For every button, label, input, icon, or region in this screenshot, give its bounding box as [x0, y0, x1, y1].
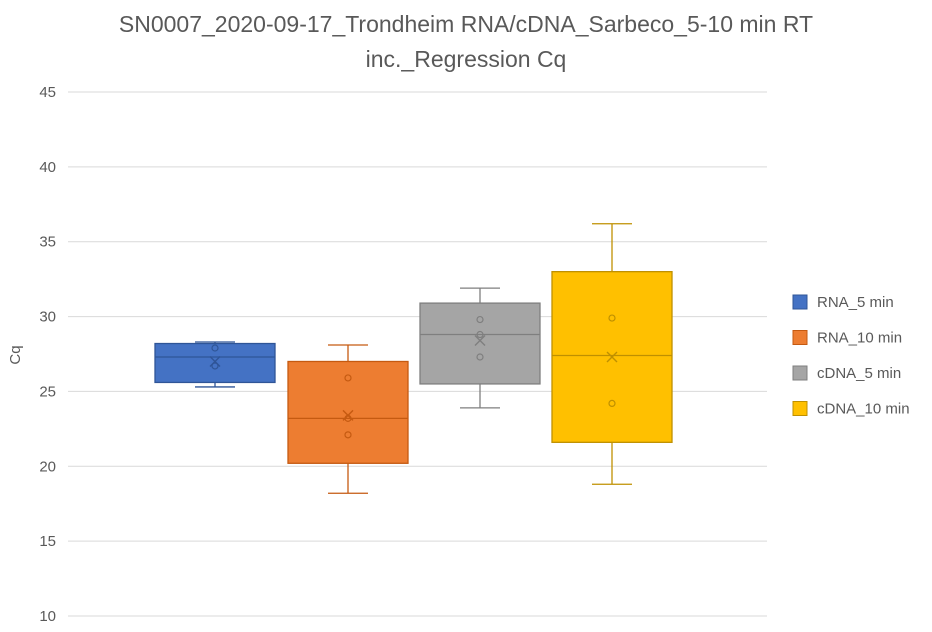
data-point-1 [476, 330, 484, 339]
y-tick-label-45: 45 [39, 84, 56, 101]
legend-swatch-cdna-10-min [792, 401, 808, 416]
data-point-0 [608, 314, 616, 322]
chart-title-line-2: inc._Regression Cq [365, 46, 567, 72]
box-cdna-10-min [551, 223, 673, 485]
y-tick-label-30: 30 [39, 309, 56, 326]
y-axis-label: Cq [7, 345, 24, 364]
y-tick-label-20: 20 [39, 458, 56, 475]
y-tick-labels: 10 15 20 25 30 35 40 45 [39, 84, 56, 625]
y-tick-label-25: 25 [39, 383, 56, 400]
legend-label-rna-10-min: RNA_10 min [817, 330, 902, 347]
legend-swatch-rna-5-min [792, 294, 808, 310]
mean-marker-b [342, 409, 354, 421]
y-tick-label-15: 15 [39, 533, 56, 550]
y-tick-label-40: 40 [39, 159, 56, 176]
iqr-box [287, 360, 409, 464]
legend-swatch-cdna-5-min [792, 365, 808, 381]
data-point-1 [608, 399, 616, 408]
data-point-0 [476, 315, 484, 324]
mean-marker-b [474, 335, 486, 347]
y-tick-label-10: 10 [39, 608, 56, 625]
data-point-1 [211, 362, 219, 370]
legend-swatch-rna-10-min [792, 330, 808, 345]
legend: RNA_5 min RNA_10 min cDNA_5 min cDNA_10 min [792, 294, 910, 418]
data-point-2 [344, 431, 352, 439]
legend-label-cdna-10-min: cDNA_10 min [817, 401, 910, 418]
box-cdna-5-min [419, 287, 541, 409]
data-point-0 [344, 374, 352, 382]
iqr-box [419, 302, 541, 385]
boxes [154, 223, 673, 494]
y-tick-label-35: 35 [39, 234, 56, 251]
data-point-0 [211, 344, 219, 352]
legend-label-rna-5-min: RNA_5 min [817, 294, 894, 311]
data-point-2 [476, 353, 484, 361]
chart-title-line-1: SN0007_2020-09-17_Trondheim RNA/cDNA_Sar… [118, 11, 814, 37]
box-rna-10-min [287, 344, 409, 494]
legend-label-cdna-5-min: cDNA_5 min [817, 365, 901, 382]
mean-marker-b [209, 355, 221, 367]
box-rna-5-min [154, 341, 276, 388]
mean-marker-b [606, 351, 618, 363]
